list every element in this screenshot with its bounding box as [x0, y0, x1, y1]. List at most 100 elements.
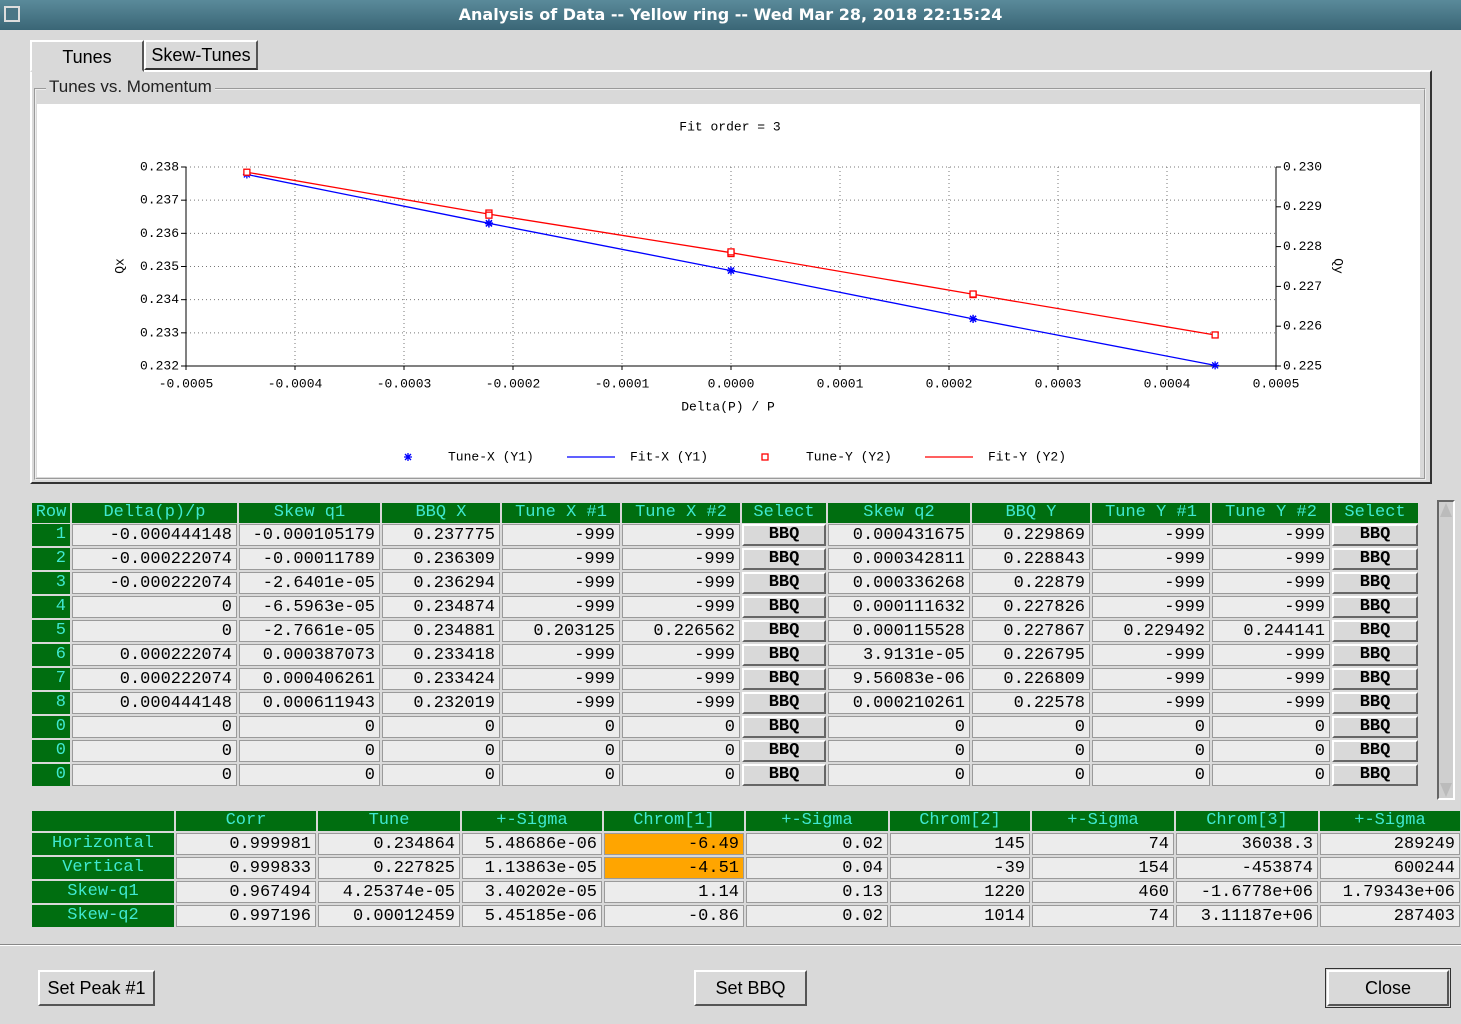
corner-header — [32, 811, 174, 831]
square-marker — [243, 168, 251, 176]
table-cell: -999 — [1092, 668, 1210, 690]
table-cell: 0.228843 — [972, 548, 1090, 570]
select-button[interactable]: BBQ — [742, 572, 826, 594]
table-cell: -999 — [502, 548, 620, 570]
column-header: Tune X #2 — [622, 503, 740, 523]
square-marker — [1211, 331, 1219, 339]
result-cell: 3.40202e-05 — [462, 881, 602, 903]
scroll-down[interactable] — [1440, 783, 1452, 797]
select-button[interactable]: BBQ — [742, 692, 826, 714]
title-bar: Analysis of Data -- Yellow ring -- Wed M… — [0, 0, 1461, 30]
star-marker — [969, 314, 978, 323]
table-cell: 0.233418 — [382, 644, 500, 666]
tab[interactable]: Skew-Tunes — [144, 40, 258, 70]
result-cell: 0.234864 — [318, 833, 460, 855]
select-button[interactable]: BBQ — [742, 668, 826, 690]
result-cell: 5.45185e-06 — [462, 905, 602, 927]
y2-axis-label: Qy — [1331, 258, 1346, 274]
star-marker — [484, 219, 493, 228]
select-button[interactable]: BBQ — [742, 524, 826, 546]
x-tick-label: -0.0003 — [377, 376, 432, 391]
tab[interactable]: Tunes — [30, 40, 144, 72]
select-button[interactable]: BBQ — [742, 596, 826, 618]
group-label: Tunes vs. Momentum — [46, 77, 215, 97]
table-cell: 0.000387073 — [239, 644, 380, 666]
select-button[interactable]: BBQ — [742, 716, 826, 738]
button[interactable]: Set Peak #1 — [38, 970, 155, 1006]
y2-tick-label: 0.225 — [1283, 358, 1322, 373]
row-label: 4 — [32, 596, 70, 618]
scroll-up[interactable] — [1440, 503, 1452, 517]
table-cell: 0 — [1212, 764, 1330, 786]
star-marker — [727, 266, 735, 275]
star-marker — [1211, 361, 1220, 370]
table-cell: -999 — [502, 692, 620, 714]
button[interactable]: Set BBQ — [694, 970, 807, 1006]
select-button[interactable]: BBQ — [742, 620, 826, 642]
select-button[interactable]: BBQ — [742, 644, 826, 666]
table-cell: -999 — [622, 596, 740, 618]
table-cell: 0.234881 — [382, 620, 500, 642]
table-cell: 0 — [502, 716, 620, 738]
window-menu-icon[interactable] — [4, 6, 20, 22]
table-cell: 3.9131e-05 — [828, 644, 970, 666]
table-cell: 0 — [972, 764, 1090, 786]
table-cell: -999 — [1092, 524, 1210, 546]
select-button[interactable]: BBQ — [1332, 716, 1418, 738]
column-header: Tune Y #2 — [1212, 503, 1330, 523]
select-button[interactable]: BBQ — [1332, 596, 1418, 618]
select-button[interactable]: BBQ — [1332, 644, 1418, 666]
table-cell: 0.233424 — [382, 668, 500, 690]
select-button[interactable]: BBQ — [1332, 620, 1418, 642]
table-cell: 0.226809 — [972, 668, 1090, 690]
table-cell: -999 — [1212, 524, 1330, 546]
select-button[interactable]: BBQ — [1332, 764, 1418, 786]
y2-tick-label: 0.227 — [1283, 279, 1322, 294]
window-title: Analysis of Data -- Yellow ring -- Wed M… — [458, 5, 1003, 24]
table-cell: 0 — [1092, 716, 1210, 738]
column-header: Select — [742, 503, 826, 523]
row-label: 1 — [32, 524, 70, 546]
row-label: Horizontal — [32, 833, 174, 855]
result-cell: 460 — [1032, 881, 1174, 903]
column-header: Row — [32, 503, 70, 523]
button[interactable]: Close — [1325, 968, 1451, 1008]
select-button[interactable]: BBQ — [742, 740, 826, 762]
table-cell: 0 — [622, 716, 740, 738]
y-tick-label: 0.236 — [140, 226, 179, 241]
table-cell: 0.203125 — [502, 620, 620, 642]
table-cell: 0 — [72, 764, 237, 786]
y-tick-label: 0.237 — [140, 193, 179, 208]
select-button[interactable]: BBQ — [742, 764, 826, 786]
table-cell: 0 — [1092, 740, 1210, 762]
select-button[interactable]: BBQ — [1332, 548, 1418, 570]
table-cell: 0 — [972, 716, 1090, 738]
result-cell: 1220 — [890, 881, 1030, 903]
table-cell: -0.000444148 — [72, 524, 237, 546]
select-button[interactable]: BBQ — [1332, 572, 1418, 594]
table-cell: 0.237775 — [382, 524, 500, 546]
select-button[interactable]: BBQ — [742, 548, 826, 570]
select-button[interactable]: BBQ — [1332, 692, 1418, 714]
row-label: 5 — [32, 620, 70, 642]
result-cell: 145 — [890, 833, 1030, 855]
y-tick-label: 0.233 — [140, 325, 179, 340]
select-button[interactable]: BBQ — [1332, 740, 1418, 762]
table-cell: 0.229869 — [972, 524, 1090, 546]
y-tick-label: 0.232 — [140, 358, 179, 373]
table-cell: 0.000406261 — [239, 668, 380, 690]
result-cell: 5.48686e-06 — [462, 833, 602, 855]
select-button[interactable]: BBQ — [1332, 668, 1418, 690]
table-cell: -999 — [622, 572, 740, 594]
table-cell: 0 — [72, 620, 237, 642]
x-axis-label: Delta(P) / P — [681, 399, 775, 414]
column-header: +-Sigma — [1032, 811, 1174, 831]
table-cell: 0 — [828, 764, 970, 786]
row-label: Skew-q1 — [32, 881, 174, 903]
result-cell: 0.13 — [746, 881, 888, 903]
scrollbar[interactable] — [1437, 500, 1455, 800]
select-button[interactable]: BBQ — [1332, 524, 1418, 546]
result-cell: -453874 — [1176, 857, 1318, 879]
table-cell: -999 — [1092, 572, 1210, 594]
table-cell: -999 — [622, 548, 740, 570]
